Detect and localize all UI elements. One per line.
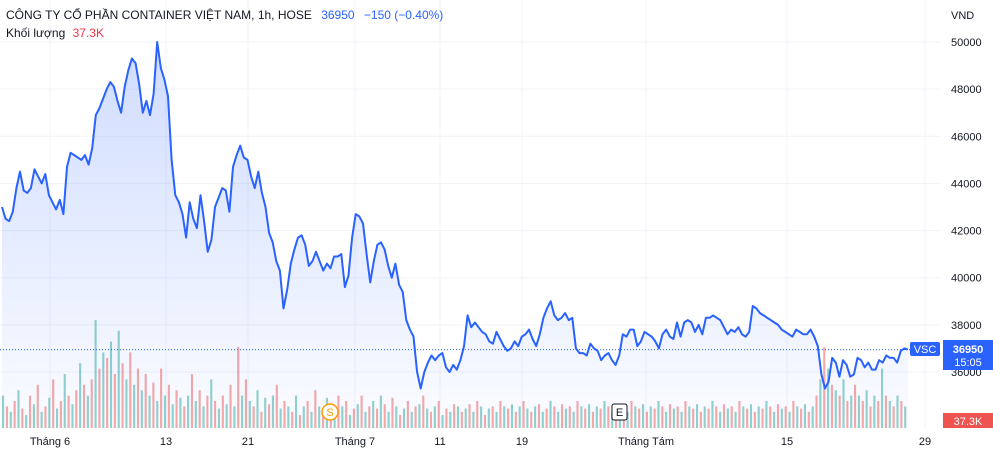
symbol-badge-text: VSC [914,344,937,356]
volume-badge-text: 37.3K [954,416,983,428]
price-tick-5: 40000 [951,273,982,285]
price-tick-6: 38000 [951,320,982,332]
time-tick-3: Tháng 7 [335,436,375,448]
currency-label: VND [951,10,974,22]
last-price-value: 36950 [953,344,984,356]
event-marker-s-circle [321,403,339,421]
time-axis[interactable]: Tháng 6 13 21 Tháng 7 11 19 Tháng Tám 15 29 [30,436,931,448]
legend-price: 36950 [321,8,355,22]
legend-volume-label: Khối lượng [6,26,66,40]
event-marker-s-letter: S [326,407,333,419]
event-marker-e-letter: E [616,407,623,419]
time-tick-2: 21 [242,436,254,448]
time-tick-4: 11 [434,436,445,448]
price-line [1,41,909,390]
symbol-badge: VSC [910,342,940,356]
volume-badge: 37.3K [943,413,993,428]
event-marker-s[interactable]: S [321,403,339,421]
volume-badge-bg [943,413,993,428]
symbol-badge-bg [910,342,940,356]
legend-change: −150 (−0.40%) [363,8,444,22]
time-tick-6: Tháng Tám [618,436,674,448]
countdown-value: 15:05 [954,357,982,369]
time-tick-0: Tháng 6 [30,436,70,448]
price-tick-1: 48000 [951,84,982,96]
legend-volume-value: 37.3K [72,26,104,40]
time-tick-5: 19 [516,436,528,448]
time-tick-7: 15 [781,436,793,448]
legend-title: CÔNG TY CỔ PHẦN CONTAINER VIỆT NAM, 1h, … [6,8,312,22]
event-marker-e-box [611,403,628,421]
price-area [2,42,908,428]
chart-legend: CÔNG TY CỔ PHẦN CONTAINER VIỆT NAM, 1h, … [6,6,443,42]
price-tick-3: 44000 [951,178,982,190]
event-marker-e[interactable]: E [611,403,628,421]
price-axis[interactable]: VND 50000 48000 46000 44000 42000 40000 38000 3… [951,10,982,379]
time-tick-1: 13 [160,436,172,448]
last-price-badge: 36950 15:05 [943,340,993,370]
last-price-badge-bg [943,340,993,370]
price-tick-2: 46000 [951,131,982,143]
legend-row-price: CÔNG TY CỔ PHẦN CONTAINER VIỆT NAM, 1h, … [6,6,443,24]
legend-row-volume: Khối lượng 37.3K [6,24,443,42]
time-tick-8: 29 [919,436,931,448]
price-tick-4: 42000 [951,226,982,238]
price-tick-0: 50000 [951,37,982,49]
